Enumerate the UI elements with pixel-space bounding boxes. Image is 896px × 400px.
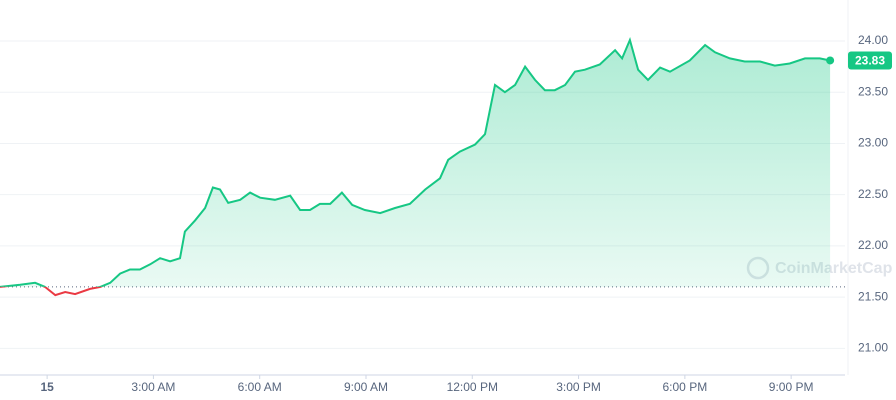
y-tick-label: 22.00: [858, 238, 888, 252]
area: [0, 40, 831, 287]
x-tick-label: 9:00 PM: [769, 380, 814, 394]
y-tick-label: 24.00: [858, 33, 888, 47]
x-tick-label: 6:00 PM: [663, 380, 708, 394]
y-tick-label: 21.00: [858, 341, 888, 355]
x-tick-label: 9:00 AM: [344, 380, 388, 394]
last-point: [826, 56, 835, 65]
price-line: [0, 36, 831, 287]
x-tick-label: 12:00 PM: [447, 380, 498, 394]
y-tick-label: 23.00: [858, 136, 888, 150]
y-tick-label: 23.50: [858, 84, 888, 98]
last-price-label: 23.83: [855, 54, 885, 68]
x-tick-label: 3:00 PM: [556, 380, 601, 394]
last-price-badge: [848, 51, 892, 70]
x-tick-label: 6:00 AM: [238, 380, 282, 394]
y-tick-label: 21.50: [858, 289, 888, 303]
x-tick-label: 15: [40, 380, 54, 394]
y-tick-label: 22.50: [858, 187, 888, 201]
x-tick-label: 3:00 AM: [131, 380, 175, 394]
